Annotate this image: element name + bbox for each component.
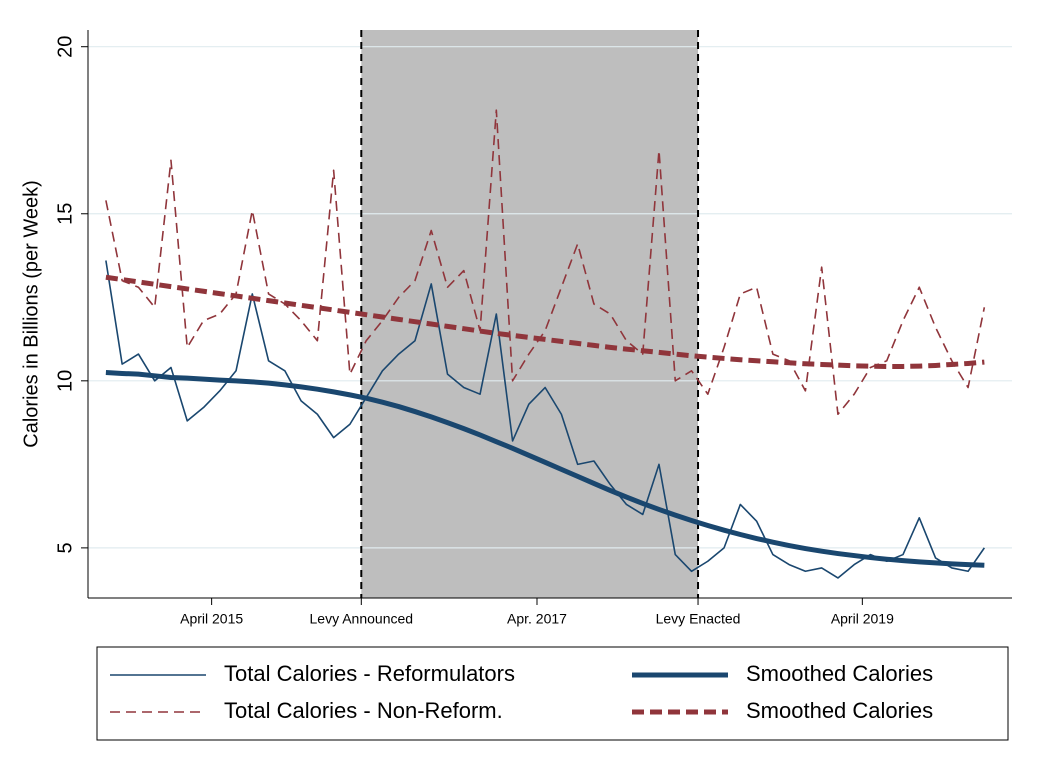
y-axis-label: Calories in Billions (per Week) — [20, 180, 42, 448]
series-line — [105, 369, 985, 568]
y-tick-label: 5 — [54, 542, 76, 553]
legend-label: Total Calories - Reformulators — [224, 661, 515, 686]
x-tick-label: April 2015 — [180, 611, 243, 627]
legend-box — [96, 646, 1009, 741]
y-tick-label: 10 — [54, 370, 76, 392]
x-tick-label: April 2019 — [831, 611, 894, 627]
series-line — [105, 260, 986, 579]
x-tick-label: Levy Announced — [310, 611, 414, 627]
series-line — [105, 274, 985, 369]
legend-label: Smoothed Calories — [746, 661, 933, 686]
legend-label: Total Calories - Non-Reform. — [224, 698, 503, 723]
x-tick-label: Levy Enacted — [656, 611, 741, 627]
shaded-period — [361, 30, 699, 598]
x-tick-label: Apr. 2017 — [507, 611, 567, 627]
legend-label: Smoothed Calories — [746, 698, 933, 723]
y-tick-label: 20 — [54, 36, 76, 58]
y-tick-label: 15 — [54, 203, 76, 225]
series-line — [105, 109, 986, 416]
